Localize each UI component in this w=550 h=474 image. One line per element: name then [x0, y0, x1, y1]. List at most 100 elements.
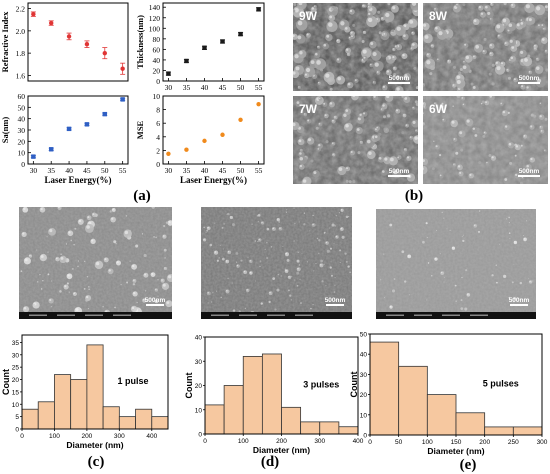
sem-particle: [522, 134, 528, 139]
sem-particle: [465, 118, 474, 127]
sem-particle-highlight: [390, 157, 394, 162]
sem-particle: [508, 38, 517, 47]
sem-particle-highlight: [338, 167, 343, 171]
sem-particle: [102, 306, 104, 308]
sem-particle: [488, 43, 495, 49]
sem-particle: [369, 40, 377, 49]
sem-particle: [524, 3, 535, 14]
sem-particle: [287, 275, 292, 280]
sem-particle: [333, 115, 338, 120]
sem-particle: [297, 251, 300, 254]
sem-particle: [458, 130, 466, 138]
sem-particle: [462, 103, 466, 107]
scale-bar: [518, 175, 540, 177]
sem-particle: [484, 100, 490, 106]
sem-particle-highlight: [474, 134, 478, 137]
sem-particle: [42, 280, 44, 282]
sem-particle: [387, 3, 391, 6]
sem-particle: [492, 22, 496, 26]
x-tick-label: 150: [451, 439, 462, 446]
sem-particle-highlight: [396, 26, 401, 31]
sem-particle: [489, 51, 494, 57]
sem-particle-highlight: [467, 293, 469, 295]
sem-particle: [22, 306, 30, 313]
sem-particle-highlight: [299, 156, 304, 161]
sem-particle: [50, 280, 53, 282]
sem-particle-highlight: [308, 138, 312, 142]
histogram-1-pulse: 0 5 10 15 20 25 30 35 0 100 200 300 400 Diameter (nm)…: [1, 334, 169, 450]
sem-particle: [229, 215, 234, 220]
sem-particle: [303, 212, 306, 214]
data-point: [202, 138, 207, 144]
y-tick-label: 10: [195, 407, 203, 414]
x-tick-label: 100: [422, 439, 433, 446]
sem-particle-highlight: [320, 263, 322, 266]
sem-particle: [349, 30, 355, 37]
sem-particle: [394, 44, 399, 49]
data-point: [31, 11, 36, 17]
sem-particle: [316, 237, 319, 240]
sem-particle: [157, 279, 159, 281]
sem-particle-highlight: [312, 223, 314, 226]
y-tick-label: 20: [195, 383, 203, 390]
sem-particle-highlight: [536, 58, 538, 60]
sem-particle: [301, 178, 311, 184]
sem-particle: [462, 3, 466, 7]
sem-particle: [441, 118, 446, 123]
sem-particle: [362, 55, 368, 62]
sem-particle-highlight: [310, 60, 315, 65]
sem-particle-highlight: [246, 289, 248, 291]
y-tick-label: 0: [15, 427, 19, 434]
sem-particle: [318, 97, 322, 101]
sem-particle: [332, 153, 336, 157]
sem-particle-highlight: [363, 56, 366, 59]
sem-info-text: [239, 314, 257, 316]
plot-frame: [21, 334, 169, 430]
sem-particle: [328, 227, 330, 229]
sem-particle: [68, 291, 70, 293]
scale-bar-label: 500nm: [389, 168, 410, 175]
sem-particle: [167, 220, 172, 226]
sem-particle: [245, 288, 250, 293]
sem-particle: [264, 248, 266, 251]
sem-particle: [345, 260, 348, 263]
sem-particle-highlight: [502, 110, 506, 114]
sem-particle: [129, 260, 131, 262]
sem-particle: [299, 148, 303, 152]
sem-particle: [407, 254, 412, 259]
sem-particle-highlight: [104, 258, 107, 261]
sem-particle: [227, 277, 229, 279]
sem-particle-highlight: [511, 3, 514, 6]
data-point: [120, 66, 125, 71]
histogram-bar: [118, 416, 136, 430]
sem-particle: [362, 111, 368, 117]
sem-particle: [335, 299, 337, 301]
sem-particle-highlight: [489, 96, 492, 98]
sem-particle: [423, 96, 426, 100]
sem-particle-highlight: [152, 207, 154, 208]
y-axis-label: Count: [184, 373, 194, 399]
sem-particle-highlight: [447, 60, 450, 62]
sem-particle: [296, 251, 298, 253]
y-tick-label: 140: [149, 3, 161, 12]
sem-particle-highlight: [441, 102, 444, 105]
sem-particle: [534, 4, 546, 16]
x-tick-label: 55: [255, 83, 263, 92]
sem-particle-highlight: [412, 106, 414, 109]
sem-particle: [478, 230, 480, 233]
sem-particle-highlight: [539, 115, 542, 118]
sem-particle: [130, 305, 138, 313]
sem-particle: [490, 155, 497, 161]
y-tick-label: 60: [153, 45, 161, 54]
y-axis-label: Thickness(nm): [135, 15, 145, 69]
panel-label-b: (b): [405, 188, 423, 204]
sem-particle: [426, 236, 428, 238]
sem-particle: [298, 221, 300, 223]
sem-particle: [452, 65, 456, 69]
sem-particle: [256, 215, 259, 217]
sem-particle: [259, 261, 261, 263]
sem-particle: [387, 114, 391, 118]
sem-particle: [74, 227, 77, 230]
plot-frame: [27, 2, 129, 82]
sem-particle: [282, 246, 284, 248]
